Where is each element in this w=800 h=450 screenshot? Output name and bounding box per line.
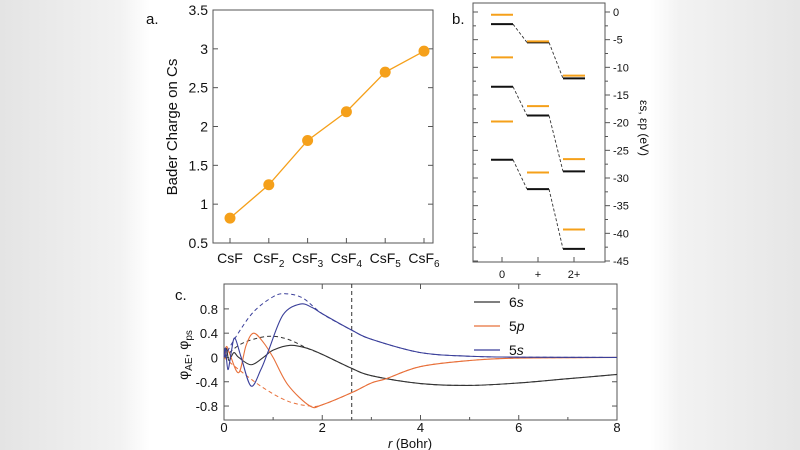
ytick-label-a: 3 (200, 41, 208, 57)
ytick-label-c: 0 (211, 350, 218, 365)
legend-label: 5s (509, 342, 524, 358)
data-point-a (418, 45, 430, 57)
xtick-label-c: 6 (515, 420, 522, 435)
data-point-a (340, 106, 352, 118)
xtick-label-b: 2+ (568, 269, 581, 281)
panel-label-a: a. (146, 11, 159, 28)
xtick-label-a: CsF4 (331, 250, 363, 270)
xtick-label-c: 4 (417, 420, 424, 435)
xtick-label-a: CsF (217, 250, 243, 266)
series-ps-5s (223, 293, 618, 358)
xtick-label-b: + (535, 269, 541, 281)
ytick-label-b: -25 (613, 145, 629, 157)
level-connector (548, 115, 564, 172)
ytick-label-b: -5 (613, 35, 623, 47)
xtick-label-c: 2 (319, 420, 326, 435)
series-ae-5p (223, 332, 618, 409)
ytick-label-b: -10 (613, 62, 629, 74)
panel-label-b: b. (452, 11, 465, 28)
ytick-label-a: 0.5 (189, 235, 209, 251)
xtick-label-a: CsF2 (253, 250, 285, 270)
xtick-label-c: 0 (220, 420, 227, 435)
series-ae-5s (223, 303, 618, 387)
series-ps-5p (223, 356, 618, 408)
data-point-a (224, 212, 236, 224)
ytick-label-c: -0.8 (196, 399, 218, 414)
ytick-label-a: 1.5 (189, 157, 209, 173)
plot-frame-a (212, 9, 434, 244)
ylabel-c: φAE, φps (175, 330, 195, 380)
series-ps-6s (223, 335, 618, 386)
ytick-label-b: 0 (613, 7, 619, 19)
level-connector (512, 23, 528, 43)
xtick-label-c: 8 (613, 420, 620, 435)
panel-label-c: c. (175, 287, 187, 304)
legend-label: 5p (509, 318, 525, 334)
ytick-label-b: -40 (613, 228, 629, 240)
plot-frame-b (472, 2, 606, 263)
series-line-a (229, 50, 425, 219)
ytick-label-c: 0.4 (200, 326, 218, 341)
level-connector (512, 86, 528, 116)
xtick-label-a: CsF3 (292, 250, 324, 270)
level-connector (548, 42, 564, 79)
xtick-label-a: CsF5 (370, 250, 402, 270)
xtick-label-b: 0 (499, 269, 505, 281)
data-point-a (379, 66, 391, 78)
level-connector (548, 188, 564, 249)
xlabel-c: r (Bohr) (388, 436, 432, 450)
ylabel-a: Bader Charge on Cs (164, 59, 181, 196)
ytick-label-a: 3.5 (189, 2, 209, 18)
ytick-label-c: -0.4 (196, 375, 218, 390)
ytick-label-b: -35 (613, 201, 629, 213)
legend-label: 6s (509, 294, 524, 310)
ytick-label-a: 2.5 (189, 80, 209, 96)
ytick-label-b: -45 (613, 256, 629, 268)
ytick-label-b: -30 (613, 173, 629, 185)
xtick-label-a: CsF6 (408, 250, 440, 270)
ytick-label-b: -20 (613, 118, 629, 130)
level-connector (512, 159, 528, 190)
ytick-label-c: 0.8 (200, 302, 218, 317)
data-point-a (263, 179, 275, 191)
ytick-label-a: 1 (200, 196, 208, 212)
ylabel-b: εs, εp (eV) (637, 100, 651, 156)
ytick-label-a: 2 (200, 119, 208, 135)
data-point-a (302, 134, 314, 146)
ytick-label-b: -15 (613, 90, 629, 102)
series-ae-6s (223, 344, 618, 386)
